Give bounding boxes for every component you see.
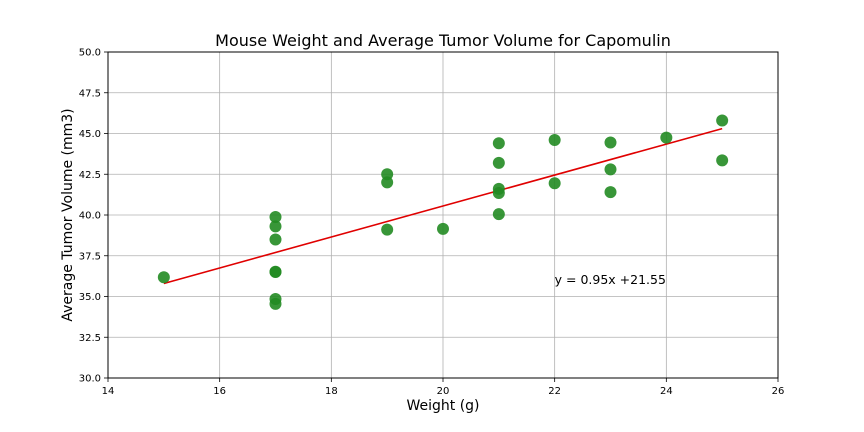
y-tick-label: 32.5: [79, 333, 101, 344]
y-tick-label: 37.5: [79, 251, 101, 262]
grid-lines: [107, 51, 779, 379]
scatter-point: [269, 265, 282, 278]
scatter-point: [604, 136, 617, 149]
x-tick-label: 20: [437, 386, 450, 397]
regression-line: [163, 127, 723, 285]
y-tick-label: 30.0: [79, 374, 101, 385]
scatter-points: [157, 114, 729, 310]
y-tick-label: 45.0: [79, 129, 101, 140]
y-tick-label: 42.5: [79, 170, 101, 181]
x-tick-label: 24: [660, 386, 673, 397]
scatter-point: [492, 208, 505, 221]
scatter-point: [660, 131, 673, 144]
y-axis-label: Average Tumor Volume (mm3): [60, 108, 76, 321]
scatter-point: [492, 186, 505, 199]
scatter-point: [437, 222, 449, 235]
x-tick-label: 14: [102, 386, 115, 397]
scatter-point: [381, 223, 394, 236]
scatter-point: [604, 186, 617, 199]
y-tick-label: 50.0: [79, 48, 101, 59]
x-axis-label: Weight (g): [406, 398, 479, 414]
x-tick-label: 22: [548, 386, 561, 397]
y-tick-label: 35.0: [79, 292, 101, 303]
scatter-point: [548, 177, 561, 190]
scatter-point: [716, 114, 729, 127]
scatter-point: [492, 137, 505, 150]
x-axis-ticks: 14 16 18 20 22 24 26: [102, 378, 785, 397]
scatter-point: [716, 154, 729, 167]
scatter-point: [269, 210, 282, 223]
x-tick-label: 16: [213, 386, 226, 397]
y-tick-label: 47.5: [79, 88, 101, 99]
chart-title: Mouse Weight and Average Tumor Volume fo…: [215, 31, 671, 50]
scatter-point: [492, 156, 505, 169]
scatter-point: [157, 271, 170, 284]
x-tick-label: 26: [772, 386, 785, 397]
regression-equation-label: y = 0.95x +21.55: [555, 272, 666, 287]
scatter-point: [381, 176, 394, 189]
scatter-point: [604, 163, 617, 176]
y-tick-label: 40.0: [79, 211, 101, 222]
regression-line-group: [163, 127, 723, 285]
scatter-point: [269, 297, 282, 310]
scatter-point: [269, 233, 282, 246]
scatter-point: [548, 134, 561, 147]
scatter-point: [269, 220, 282, 233]
y-axis-ticks: 30.0 32.5 35.0 37.5 40.0 42.5 45.0 47.5 50.0: [79, 48, 108, 385]
x-tick-label: 18: [325, 386, 338, 397]
